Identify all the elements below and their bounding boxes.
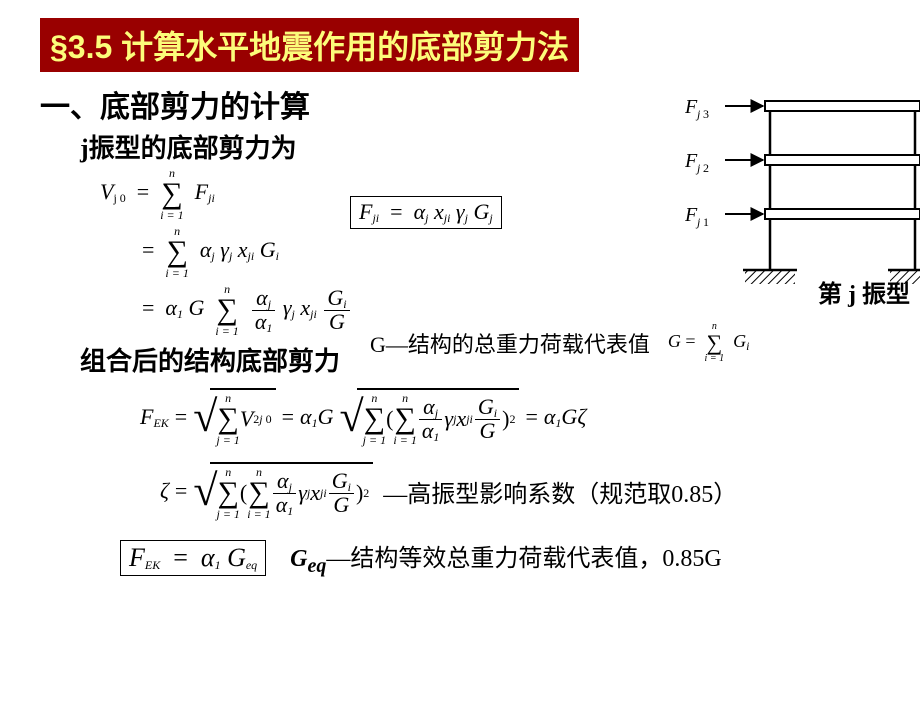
slide-title: §3.5 计算水平地震作用的底部剪力法 bbox=[40, 18, 579, 72]
zeta-note: —高振型影响系数（规范取0.85） bbox=[383, 474, 737, 509]
svg-text:2: 2 bbox=[703, 161, 709, 175]
svg-text:3: 3 bbox=[703, 107, 709, 121]
eq-zeta: ζ = √ n∑j = 1 ( n∑i = 1 αjα1 γj xji GiG … bbox=[160, 462, 373, 520]
box-fji: Fji = αj xji γj Gj bbox=[350, 196, 502, 229]
diagram-caption: 第 j 振型 bbox=[818, 274, 910, 309]
g-definition: G—结构的总重力荷载代表值 bbox=[370, 327, 650, 359]
eq-g-sum: G = n∑i = 1 Gi bbox=[668, 322, 750, 364]
geq-note: Geq—结构等效总重力荷载代表值，0.85G bbox=[290, 538, 722, 578]
box-fek-geq: FEK = α1 Geq bbox=[120, 540, 266, 576]
svg-text:1: 1 bbox=[703, 215, 709, 229]
eq-fek: FEK = √ n∑j = 1 V2j 0 = α1G √ n∑j = 1 ( … bbox=[140, 388, 920, 446]
